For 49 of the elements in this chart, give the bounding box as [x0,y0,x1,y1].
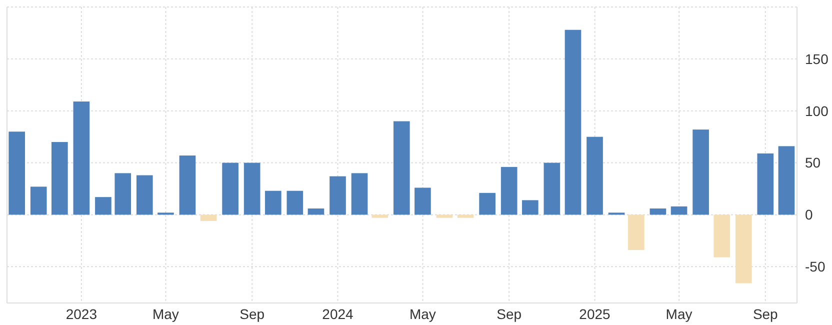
bar [8,132,25,215]
bar [457,214,474,218]
bar [735,214,752,284]
x-tick-label: May [409,306,436,322]
bar [330,176,346,215]
bar [692,130,709,215]
bar [564,30,582,215]
bar [30,186,47,215]
x-tick-label: Sep [240,306,265,322]
bar [778,146,795,215]
bar [522,200,538,215]
bar [479,192,496,215]
bar [52,142,68,215]
y-tick-label: 100 [805,102,829,119]
bar [200,214,217,221]
bar [179,156,196,215]
x-tick-label: May [152,306,179,322]
bar [586,136,603,215]
bar [114,173,132,215]
bar [286,190,304,215]
bar [436,214,453,218]
y-tick-label: -50 [805,258,826,275]
bar [414,188,431,215]
bar [714,214,730,258]
y-tick-label: 150 [805,50,829,67]
bar [73,102,90,215]
bar [393,121,410,215]
bar [136,175,153,215]
bar [650,208,666,215]
x-tick-label: Sep [496,306,522,322]
bar [351,173,368,215]
y-tick-label: 50 [805,154,821,171]
y-tick-label: 0 [805,206,813,223]
bar [308,208,324,215]
bar [628,214,644,250]
bar [757,153,774,215]
bar [500,166,518,215]
x-tick-label: May [666,306,692,322]
bar [544,162,560,215]
bar [372,214,388,218]
bar [244,162,260,215]
bar [670,206,688,215]
x-tick-label: 2025 [579,306,611,322]
bar [95,197,112,215]
x-tick-label: Sep [752,306,778,322]
bar [264,190,282,215]
x-tick-label: 2024 [322,306,354,322]
x-tick-label: 2023 [66,306,98,322]
bar [222,162,238,215]
